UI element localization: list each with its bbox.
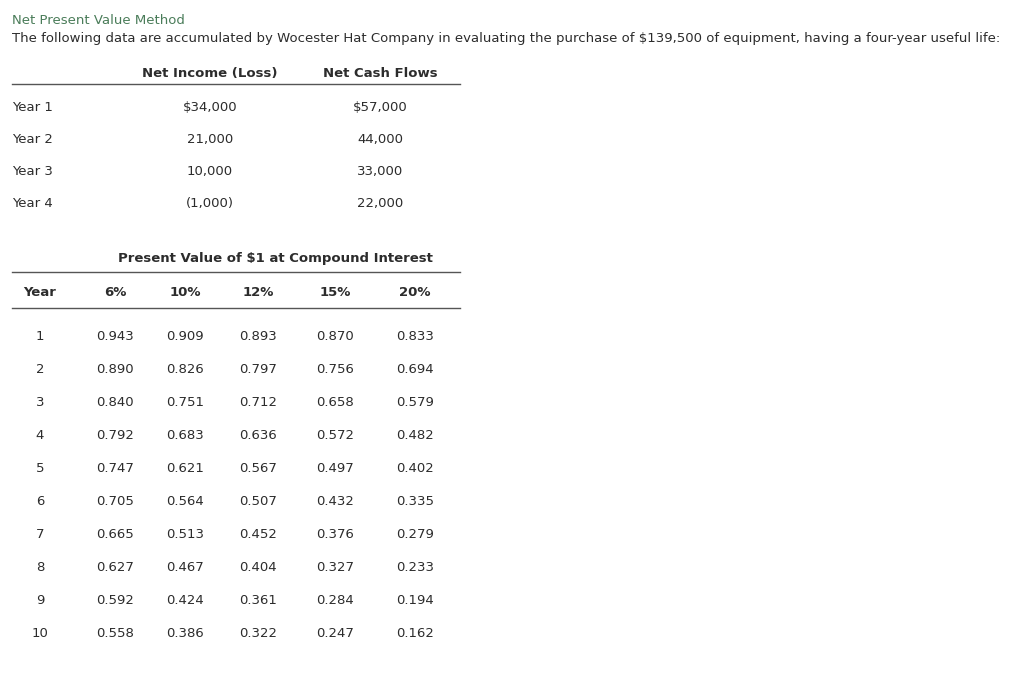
Text: 0.592: 0.592 bbox=[96, 594, 134, 607]
Text: Year 4: Year 4 bbox=[12, 197, 53, 210]
Text: $57,000: $57,000 bbox=[352, 101, 408, 114]
Text: 2: 2 bbox=[36, 363, 44, 376]
Text: 0.833: 0.833 bbox=[396, 330, 434, 343]
Text: The following data are accumulated by Wocester Hat Company in evaluating the pur: The following data are accumulated by Wo… bbox=[12, 32, 1000, 45]
Text: Net Income (Loss): Net Income (Loss) bbox=[142, 67, 278, 80]
Text: 0.376: 0.376 bbox=[316, 528, 354, 541]
Text: 10%: 10% bbox=[169, 286, 201, 299]
Text: $34,000: $34,000 bbox=[182, 101, 238, 114]
Text: 0.386: 0.386 bbox=[166, 627, 204, 640]
Text: 7: 7 bbox=[36, 528, 44, 541]
Text: 22,000: 22,000 bbox=[357, 197, 403, 210]
Text: 0.558: 0.558 bbox=[96, 627, 134, 640]
Text: 0.840: 0.840 bbox=[96, 396, 134, 409]
Text: Year 2: Year 2 bbox=[12, 133, 53, 146]
Text: 20%: 20% bbox=[399, 286, 431, 299]
Text: 6%: 6% bbox=[103, 286, 126, 299]
Text: Present Value of $1 at Compound Interest: Present Value of $1 at Compound Interest bbox=[118, 252, 432, 265]
Text: 0.497: 0.497 bbox=[316, 462, 354, 475]
Text: 0.233: 0.233 bbox=[396, 561, 434, 574]
Text: (1,000): (1,000) bbox=[186, 197, 234, 210]
Text: 0.756: 0.756 bbox=[316, 363, 354, 376]
Text: 0.452: 0.452 bbox=[239, 528, 276, 541]
Text: 15%: 15% bbox=[319, 286, 350, 299]
Text: 0.712: 0.712 bbox=[239, 396, 278, 409]
Text: 0.870: 0.870 bbox=[316, 330, 354, 343]
Text: Year: Year bbox=[24, 286, 56, 299]
Text: 0.424: 0.424 bbox=[166, 594, 204, 607]
Text: 0.572: 0.572 bbox=[316, 429, 354, 442]
Text: 0.621: 0.621 bbox=[166, 462, 204, 475]
Text: 0.893: 0.893 bbox=[240, 330, 276, 343]
Text: Year 3: Year 3 bbox=[12, 165, 53, 178]
Text: 0.705: 0.705 bbox=[96, 495, 134, 508]
Text: 0.284: 0.284 bbox=[316, 594, 354, 607]
Text: 0.432: 0.432 bbox=[316, 495, 354, 508]
Text: 0.467: 0.467 bbox=[166, 561, 204, 574]
Text: 0.909: 0.909 bbox=[166, 330, 204, 343]
Text: 0.335: 0.335 bbox=[396, 495, 434, 508]
Text: Net Cash Flows: Net Cash Flows bbox=[323, 67, 437, 80]
Text: 10: 10 bbox=[32, 627, 48, 640]
Text: 0.694: 0.694 bbox=[396, 363, 434, 376]
Text: 0.564: 0.564 bbox=[166, 495, 204, 508]
Text: 0.627: 0.627 bbox=[96, 561, 134, 574]
Text: 0.361: 0.361 bbox=[239, 594, 276, 607]
Text: 10,000: 10,000 bbox=[187, 165, 233, 178]
Text: 44,000: 44,000 bbox=[357, 133, 403, 146]
Text: 6: 6 bbox=[36, 495, 44, 508]
Text: Year 1: Year 1 bbox=[12, 101, 53, 114]
Text: 8: 8 bbox=[36, 561, 44, 574]
Text: 0.322: 0.322 bbox=[239, 627, 278, 640]
Text: 0.194: 0.194 bbox=[396, 594, 434, 607]
Text: 0.327: 0.327 bbox=[316, 561, 354, 574]
Text: 0.513: 0.513 bbox=[166, 528, 204, 541]
Text: 0.658: 0.658 bbox=[316, 396, 354, 409]
Text: 33,000: 33,000 bbox=[357, 165, 403, 178]
Text: 5: 5 bbox=[36, 462, 44, 475]
Text: 0.579: 0.579 bbox=[396, 396, 434, 409]
Text: 0.482: 0.482 bbox=[396, 429, 434, 442]
Text: 0.943: 0.943 bbox=[96, 330, 134, 343]
Text: 0.797: 0.797 bbox=[239, 363, 276, 376]
Text: 0.402: 0.402 bbox=[396, 462, 434, 475]
Text: 21,000: 21,000 bbox=[186, 133, 233, 146]
Text: 0.404: 0.404 bbox=[240, 561, 276, 574]
Text: 3: 3 bbox=[36, 396, 44, 409]
Text: 0.636: 0.636 bbox=[240, 429, 276, 442]
Text: 1: 1 bbox=[36, 330, 44, 343]
Text: 0.792: 0.792 bbox=[96, 429, 134, 442]
Text: Net Present Value Method: Net Present Value Method bbox=[12, 14, 185, 27]
Text: 0.279: 0.279 bbox=[396, 528, 434, 541]
Text: 0.665: 0.665 bbox=[96, 528, 134, 541]
Text: 4: 4 bbox=[36, 429, 44, 442]
Text: 0.751: 0.751 bbox=[166, 396, 204, 409]
Text: 0.747: 0.747 bbox=[96, 462, 134, 475]
Text: 9: 9 bbox=[36, 594, 44, 607]
Text: 0.683: 0.683 bbox=[166, 429, 204, 442]
Text: 0.890: 0.890 bbox=[96, 363, 134, 376]
Text: 0.826: 0.826 bbox=[166, 363, 204, 376]
Text: 0.567: 0.567 bbox=[239, 462, 276, 475]
Text: 12%: 12% bbox=[243, 286, 273, 299]
Text: 0.247: 0.247 bbox=[316, 627, 354, 640]
Text: 0.507: 0.507 bbox=[239, 495, 276, 508]
Text: 0.162: 0.162 bbox=[396, 627, 434, 640]
